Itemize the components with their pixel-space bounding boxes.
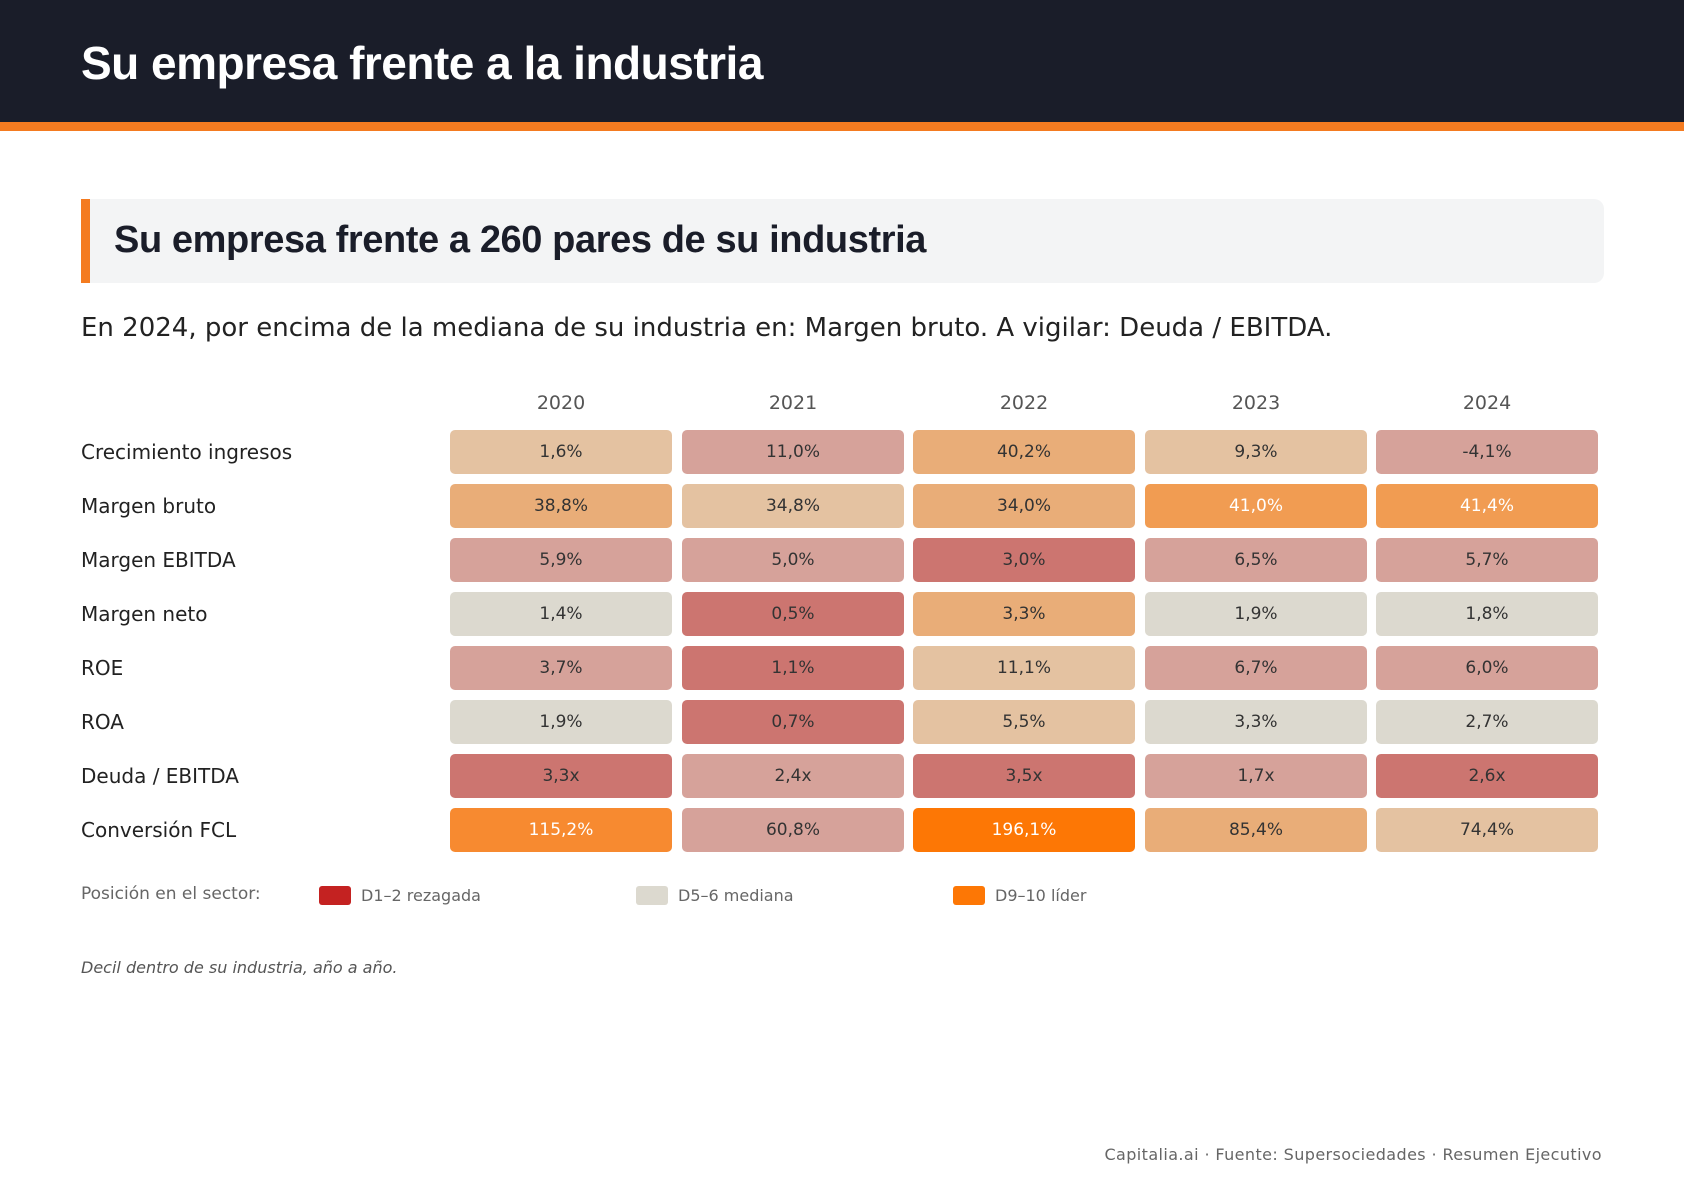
heatmap-cell: 3,0% — [913, 538, 1135, 582]
row-label: Margen neto — [81, 602, 208, 626]
heatmap-cell: 3,3% — [913, 592, 1135, 636]
heatmap-cell: 38,8% — [450, 484, 672, 528]
heatmap-cell: 41,4% — [1376, 484, 1598, 528]
year-label-2020: 2020 — [536, 392, 586, 414]
heatmap-cell: 3,3% — [1145, 700, 1367, 744]
heatmap-cell: 40,2% — [913, 430, 1135, 474]
legend-swatch — [953, 885, 985, 905]
heatmap-cell: 196,1% — [913, 808, 1135, 852]
heatmap-cell: 3,3x — [450, 754, 672, 798]
year-label-2023: 2023 — [1231, 392, 1281, 414]
heatmap-cell: 1,6% — [450, 430, 672, 474]
row-label: ROA — [81, 710, 124, 734]
legend-item: D5–6 mediana — [636, 884, 794, 906]
heatmap-cell: 115,2% — [450, 808, 672, 852]
heatmap-cell: 41,0% — [1145, 484, 1367, 528]
heatmap-cell: -4,1% — [1376, 430, 1598, 474]
heatmap-cell: 3,5x — [913, 754, 1135, 798]
legend-item: D1–2 rezagada — [319, 884, 481, 906]
page-title: Su empresa frente a la industria — [81, 37, 763, 89]
heatmap-cell: 6,5% — [1145, 538, 1367, 582]
section-header: Su empresa frente a 260 pares de su indu… — [81, 199, 1604, 283]
row-label: Deuda / EBITDA — [81, 764, 239, 788]
heatmap-cell: 5,5% — [913, 700, 1135, 744]
heatmap-cell: 0,5% — [682, 592, 904, 636]
heatmap-cell: 2,7% — [1376, 700, 1598, 744]
heatmap-cell: 5,7% — [1376, 538, 1598, 582]
heatmap-cell: 85,4% — [1145, 808, 1367, 852]
heatmap-cell: 34,8% — [682, 484, 904, 528]
heatmap-cell: 11,0% — [682, 430, 904, 474]
heatmap-cell: 34,0% — [913, 484, 1135, 528]
section-accent-bar — [81, 199, 90, 283]
heatmap-cell: 0,7% — [682, 700, 904, 744]
footnote: Decil dentro de su industria, año a año. — [81, 958, 398, 977]
year-label-2022: 2022 — [999, 392, 1049, 414]
legend-label: D9–10 líder — [995, 885, 1087, 905]
row-label: ROE — [81, 656, 124, 680]
heatmap-cell: 1,7x — [1145, 754, 1367, 798]
heatmap-cell: 5,9% — [450, 538, 672, 582]
heatmap-cell: 1,4% — [450, 592, 672, 636]
heatmap-cell: 1,1% — [682, 646, 904, 690]
legend-item: D9–10 líder — [953, 884, 1086, 906]
heatmap-cell: 6,7% — [1145, 646, 1367, 690]
header-band: Su empresa frente a la industria — [0, 0, 1684, 131]
heatmap-cell: 2,6x — [1376, 754, 1598, 798]
legend-swatch — [319, 885, 351, 905]
year-label-2024: 2024 — [1462, 392, 1512, 414]
heatmap-cell: 9,3% — [1145, 430, 1367, 474]
legend-label: D1–2 rezagada — [361, 885, 481, 905]
heatmap-cell: 11,1% — [913, 646, 1135, 690]
heatmap-cell: 1,9% — [1145, 592, 1367, 636]
heatmap-cell: 1,9% — [450, 700, 672, 744]
summary-text: En 2024, por encima de la mediana de su … — [81, 313, 1333, 343]
heatmap-cell: 74,4% — [1376, 808, 1598, 852]
section-title: Su empresa frente a 260 pares de su indu… — [114, 219, 927, 261]
row-label: Margen bruto — [81, 494, 217, 518]
legend-caption: Posición en el sector: — [81, 884, 261, 904]
heatmap-cell: 60,8% — [682, 808, 904, 852]
legend-swatch — [636, 885, 668, 905]
heatmap-cell: 5,0% — [682, 538, 904, 582]
row-label: Conversión FCL — [81, 818, 237, 842]
legend-label: D5–6 mediana — [678, 885, 794, 905]
row-label: Crecimiento ingresos — [81, 440, 293, 464]
heatmap-cell: 6,0% — [1376, 646, 1598, 690]
year-label-2021: 2021 — [768, 392, 818, 414]
footer-source: Capitalia.ai · Fuente: Supersociedades ·… — [1104, 1145, 1602, 1164]
heatmap-cell: 1,8% — [1376, 592, 1598, 636]
header-accent-line — [0, 122, 1684, 131]
heatmap-cell: 3,7% — [450, 646, 672, 690]
heatmap-cell: 2,4x — [682, 754, 904, 798]
row-label: Margen EBITDA — [81, 548, 236, 572]
